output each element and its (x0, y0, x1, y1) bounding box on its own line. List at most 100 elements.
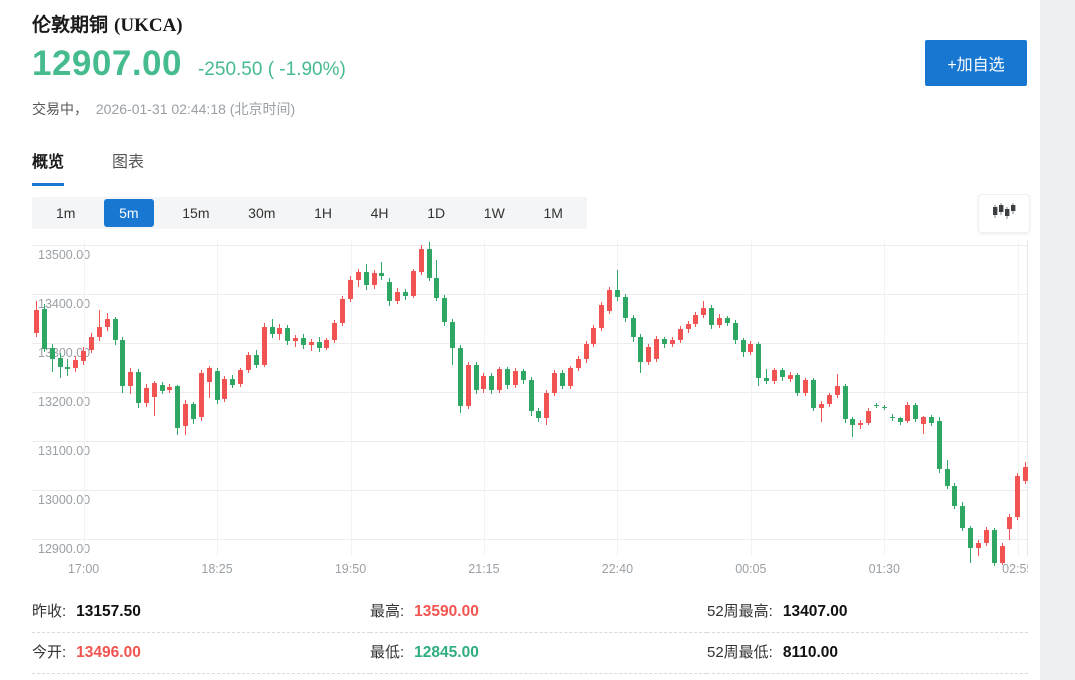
candle-body (410, 271, 416, 296)
x-axis-label: 00:05 (735, 562, 767, 576)
tab-bar: 概览 图表 (32, 148, 144, 186)
tab-overview[interactable]: 概览 (32, 148, 65, 186)
period-5m[interactable]: 5m (104, 199, 154, 227)
y-gridline (32, 490, 1027, 491)
period-1w[interactable]: 1W (483, 205, 505, 221)
candle-body (253, 354, 259, 365)
candle-body (905, 404, 911, 422)
y-axis-label: 12900.00 (38, 542, 91, 556)
period-30m[interactable]: 30m (248, 205, 276, 221)
y-axis-label: 13400.00 (38, 297, 91, 311)
candle-body (245, 354, 251, 371)
candle-body (771, 370, 777, 382)
period-1m-month[interactable]: 1M (543, 205, 563, 221)
period-1m[interactable]: 1m (56, 205, 76, 221)
candle-body (214, 371, 220, 400)
candle-body (528, 380, 534, 411)
chart-type-button[interactable] (978, 194, 1030, 233)
candle-body (520, 371, 526, 381)
candle-body (913, 404, 919, 420)
candle-body (819, 403, 824, 408)
candle-body (57, 357, 63, 367)
candle-body (567, 368, 573, 387)
candle-body (614, 290, 620, 297)
candlestick-plot[interactable]: 13500.00 13400.00 13300.00 13200.00 13100.00… (32, 240, 1028, 585)
candle-body (858, 423, 864, 426)
candle-body (921, 417, 927, 425)
candle-body (300, 338, 306, 345)
quote-timestamp: 2026-01-31 02:44:18 (北京时间) (95, 101, 296, 117)
candle-wick (153, 381, 155, 417)
y-axis-label: 13200.00 (38, 395, 91, 409)
candle-wick (98, 309, 100, 342)
candle-body (222, 379, 228, 399)
candle-body (269, 327, 275, 335)
x-axis-label: 01:30 (868, 562, 900, 576)
candle-body (968, 528, 974, 548)
instrument-symbol: (UKCA) (114, 15, 183, 36)
stats-panel: 昨收: 13157.50 最高: 13590.00 52周最高: 13407.0… (32, 592, 1028, 674)
period-1h[interactable]: 1H (314, 205, 332, 221)
candle-body (897, 418, 903, 423)
candle-body (724, 317, 730, 324)
candle-body (96, 327, 102, 338)
candle-wick (978, 539, 979, 556)
candle-body (622, 296, 628, 318)
candle-body (450, 322, 456, 348)
candle-body (379, 273, 385, 277)
candle-body (795, 375, 801, 393)
candle-body (34, 310, 39, 334)
stat-52w-high: 52周最高: 13407.00 (707, 592, 1028, 633)
candle-body (928, 417, 934, 424)
period-1d[interactable]: 1D (427, 205, 446, 221)
candle-body (481, 376, 487, 390)
candle-body (395, 292, 401, 301)
candle-body (873, 404, 879, 407)
candle-wick (821, 400, 822, 423)
price-row: 12907.00 -250.50 ( -1.90%) (32, 44, 346, 84)
x-gridline (617, 240, 619, 556)
candle-body (779, 370, 785, 378)
candle-body (41, 308, 47, 350)
candle-wick (616, 270, 618, 301)
stat-low: 最低: 12845.00 (370, 633, 707, 674)
plot-right-border (1027, 240, 1028, 556)
candle-body (559, 373, 565, 387)
candle-body (65, 366, 71, 370)
candle-body (418, 248, 424, 273)
candle-wick (852, 417, 854, 438)
tab-chart[interactable]: 图表 (112, 154, 145, 171)
candle-wick (295, 335, 297, 347)
candle-body (457, 347, 463, 406)
candle-body (1023, 467, 1028, 482)
candle-body (104, 318, 110, 328)
x-gridline (1017, 240, 1019, 556)
x-axis-label: 21:15 (468, 562, 500, 576)
candle-body (206, 368, 212, 383)
candle-body (960, 505, 966, 529)
candle-body (175, 386, 181, 429)
candle-body (834, 386, 840, 395)
candle-body (473, 364, 479, 391)
candle-body (654, 339, 660, 359)
candle-body (489, 376, 495, 391)
period-15m[interactable]: 15m (182, 205, 210, 221)
add-watchlist-button[interactable]: +加自选 (925, 40, 1027, 86)
candle-wick (923, 415, 925, 435)
candle-body (261, 327, 267, 365)
candle-body (183, 403, 189, 427)
period-4h[interactable]: 4H (370, 205, 389, 221)
candle-body (756, 343, 762, 379)
candle-body (944, 469, 950, 487)
candlestick-chart-icon (991, 202, 1017, 225)
x-axis-label: 19:50 (334, 562, 367, 576)
period-selector: 1m 5m 15m 30m 1H 4H 1D 1W 1M (32, 197, 587, 229)
candle-body (732, 323, 738, 341)
y-axis-label: 13500.00 (38, 248, 91, 262)
candle-body (976, 542, 981, 548)
candle-wick (381, 261, 383, 281)
page-title: 伦敦期铜 (UKCA) (32, 10, 183, 37)
x-axis-label: 18:25 (201, 562, 233, 576)
x-axis-label: 22:40 (601, 562, 634, 576)
candle-body (363, 272, 369, 286)
